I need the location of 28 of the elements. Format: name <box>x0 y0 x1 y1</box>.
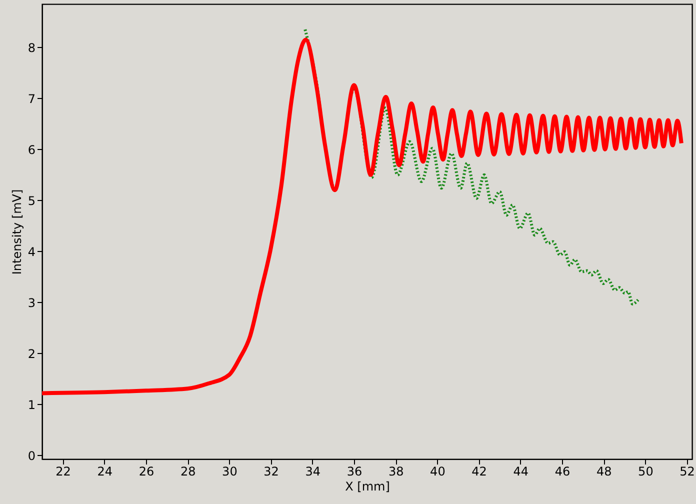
x-tick-label: 32 <box>264 464 279 478</box>
x-axis-title: X [mm] <box>345 480 390 494</box>
y-tick-label: 7 <box>28 92 36 106</box>
y-tick-label: 2 <box>28 346 36 361</box>
x-tick-label: 44 <box>513 464 529 478</box>
x-tick-label: 30 <box>222 464 238 478</box>
line-series <box>42 38 684 396</box>
x-tick-label: 22 <box>56 464 71 478</box>
x-tick-label: 28 <box>180 464 196 478</box>
x-tick-label: 34 <box>305 464 321 478</box>
y-tick-label: 8 <box>28 40 36 55</box>
y-tick-label: 4 <box>28 244 36 259</box>
x-tick-label: 26 <box>138 464 154 478</box>
x-tick-label: 40 <box>430 464 446 478</box>
x-tick-label: 50 <box>638 464 654 478</box>
y-tick-label: 1 <box>28 398 36 412</box>
x-tick-label: 24 <box>97 464 113 478</box>
x-tick-label: 52 <box>680 464 695 478</box>
y-tick-label: 0 <box>28 448 36 463</box>
x-tick-label: 38 <box>388 464 404 478</box>
x-tick-label: 48 <box>596 464 612 478</box>
y-tick-label: 6 <box>28 142 36 157</box>
x-tick-label: 36 <box>346 464 362 478</box>
y-tick-label: 3 <box>28 296 36 310</box>
y-tick-label: 5 <box>28 194 36 208</box>
x-tick-label: 42 <box>472 464 487 478</box>
x-tick-label: 46 <box>554 464 570 478</box>
y-axis-title: Intensity [mV] <box>10 189 24 275</box>
